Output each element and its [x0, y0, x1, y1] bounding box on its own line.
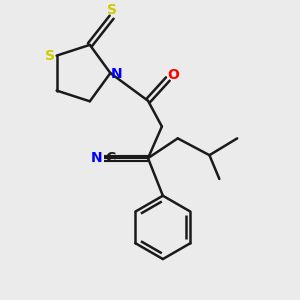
Text: C: C [105, 151, 116, 165]
Text: S: S [106, 3, 117, 17]
Text: O: O [167, 68, 179, 82]
Text: N: N [110, 67, 122, 81]
Text: N: N [91, 151, 102, 165]
Text: S: S [45, 49, 55, 63]
